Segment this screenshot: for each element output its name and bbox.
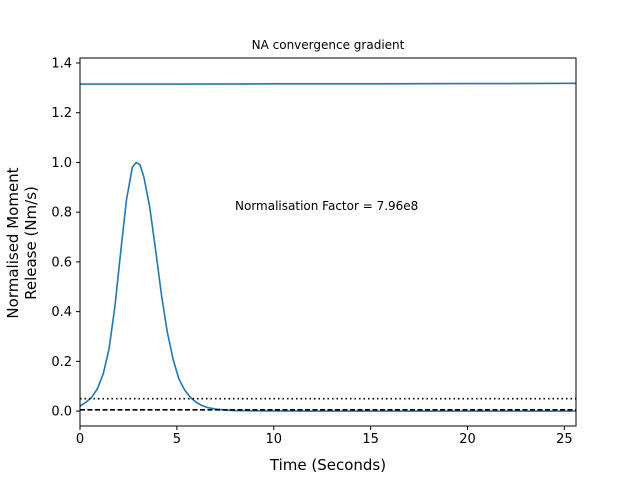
y-tick-label: 1.0 (51, 156, 72, 171)
plot-area (80, 82, 576, 412)
series-line-2 (80, 82, 576, 85)
y-tick-label: 0.4 (51, 305, 72, 320)
y-axis-label-line-2: Release (Nm/s) (22, 186, 40, 300)
x-tick-label: 15 (362, 432, 379, 447)
x-tick-label: 0 (76, 432, 84, 447)
y-axis-label-line-1: Normalised Moment (4, 167, 22, 318)
y-tick-label: 0.0 (51, 405, 72, 420)
y-axis: 0.0 0.2 0.4 0.6 0.8 1.0 1.2 1.4 (51, 56, 80, 420)
x-tick-label: 10 (265, 432, 282, 447)
y-tick-label: 0.6 (51, 255, 72, 270)
plot-frame (79, 57, 577, 427)
y-tick-label: 1.2 (51, 106, 72, 121)
x-axis-label: Time (Seconds) (269, 456, 386, 474)
normalisation-annotation: Normalisation Factor = 7.96e8 (235, 199, 418, 213)
y-tick-label: 0.2 (51, 355, 72, 370)
y-axis-label: Normalised Moment Release (Nm/s) (4, 167, 40, 318)
chart-title: NA convergence gradient (252, 38, 405, 52)
y-tick-label: 0.8 (51, 206, 72, 221)
series-line-1 (80, 161, 576, 412)
x-tick-label: 25 (556, 432, 573, 447)
x-tick-label: 20 (459, 432, 476, 447)
x-tick-label: 5 (173, 432, 181, 447)
y-tick-label: 1.4 (51, 56, 72, 71)
x-axis: 0 5 10 15 20 25 (76, 426, 573, 447)
